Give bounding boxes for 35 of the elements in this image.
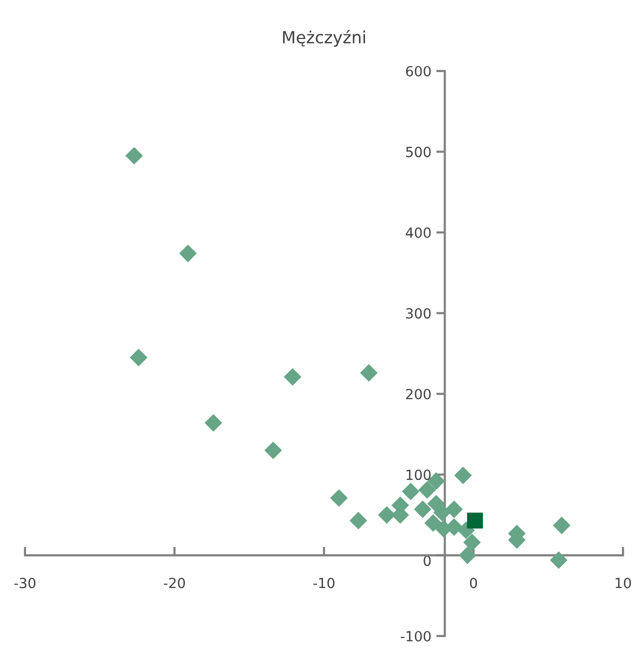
y-tick-label: 500 [406, 146, 431, 158]
point [125, 146, 143, 165]
point [550, 551, 568, 569]
y-tick-label: 200 [406, 388, 431, 400]
point [360, 364, 378, 382]
point [204, 414, 222, 432]
x-tick-label: -20 [164, 578, 185, 588]
point [445, 500, 463, 518]
point [179, 244, 197, 262]
point [552, 516, 570, 534]
point [284, 368, 302, 386]
point [414, 500, 432, 518]
y-tick-label: -100 [400, 630, 431, 642]
point [424, 514, 442, 532]
point [458, 546, 476, 564]
point [433, 504, 451, 522]
chart-title: Mężczyźni [283, 30, 365, 47]
point [130, 348, 148, 366]
point [467, 512, 483, 528]
point [330, 489, 348, 507]
y-tick-label: 600 [406, 66, 431, 76]
x-tick-label: -30 [14, 578, 36, 588]
y-tick-label: 100 [406, 470, 431, 480]
point [454, 466, 472, 484]
x-tick-label: -10 [313, 578, 334, 588]
point [418, 481, 436, 499]
point [350, 512, 368, 530]
point [264, 442, 282, 460]
y-tick-label: 400 [406, 227, 431, 238]
point [402, 482, 420, 500]
x-tick-label: 10 [616, 578, 631, 588]
y-tick-label: 300 [406, 308, 431, 319]
x-tick-label: 0 [470, 578, 477, 588]
point [463, 534, 481, 552]
y-tick-label: 0 [424, 556, 431, 566]
